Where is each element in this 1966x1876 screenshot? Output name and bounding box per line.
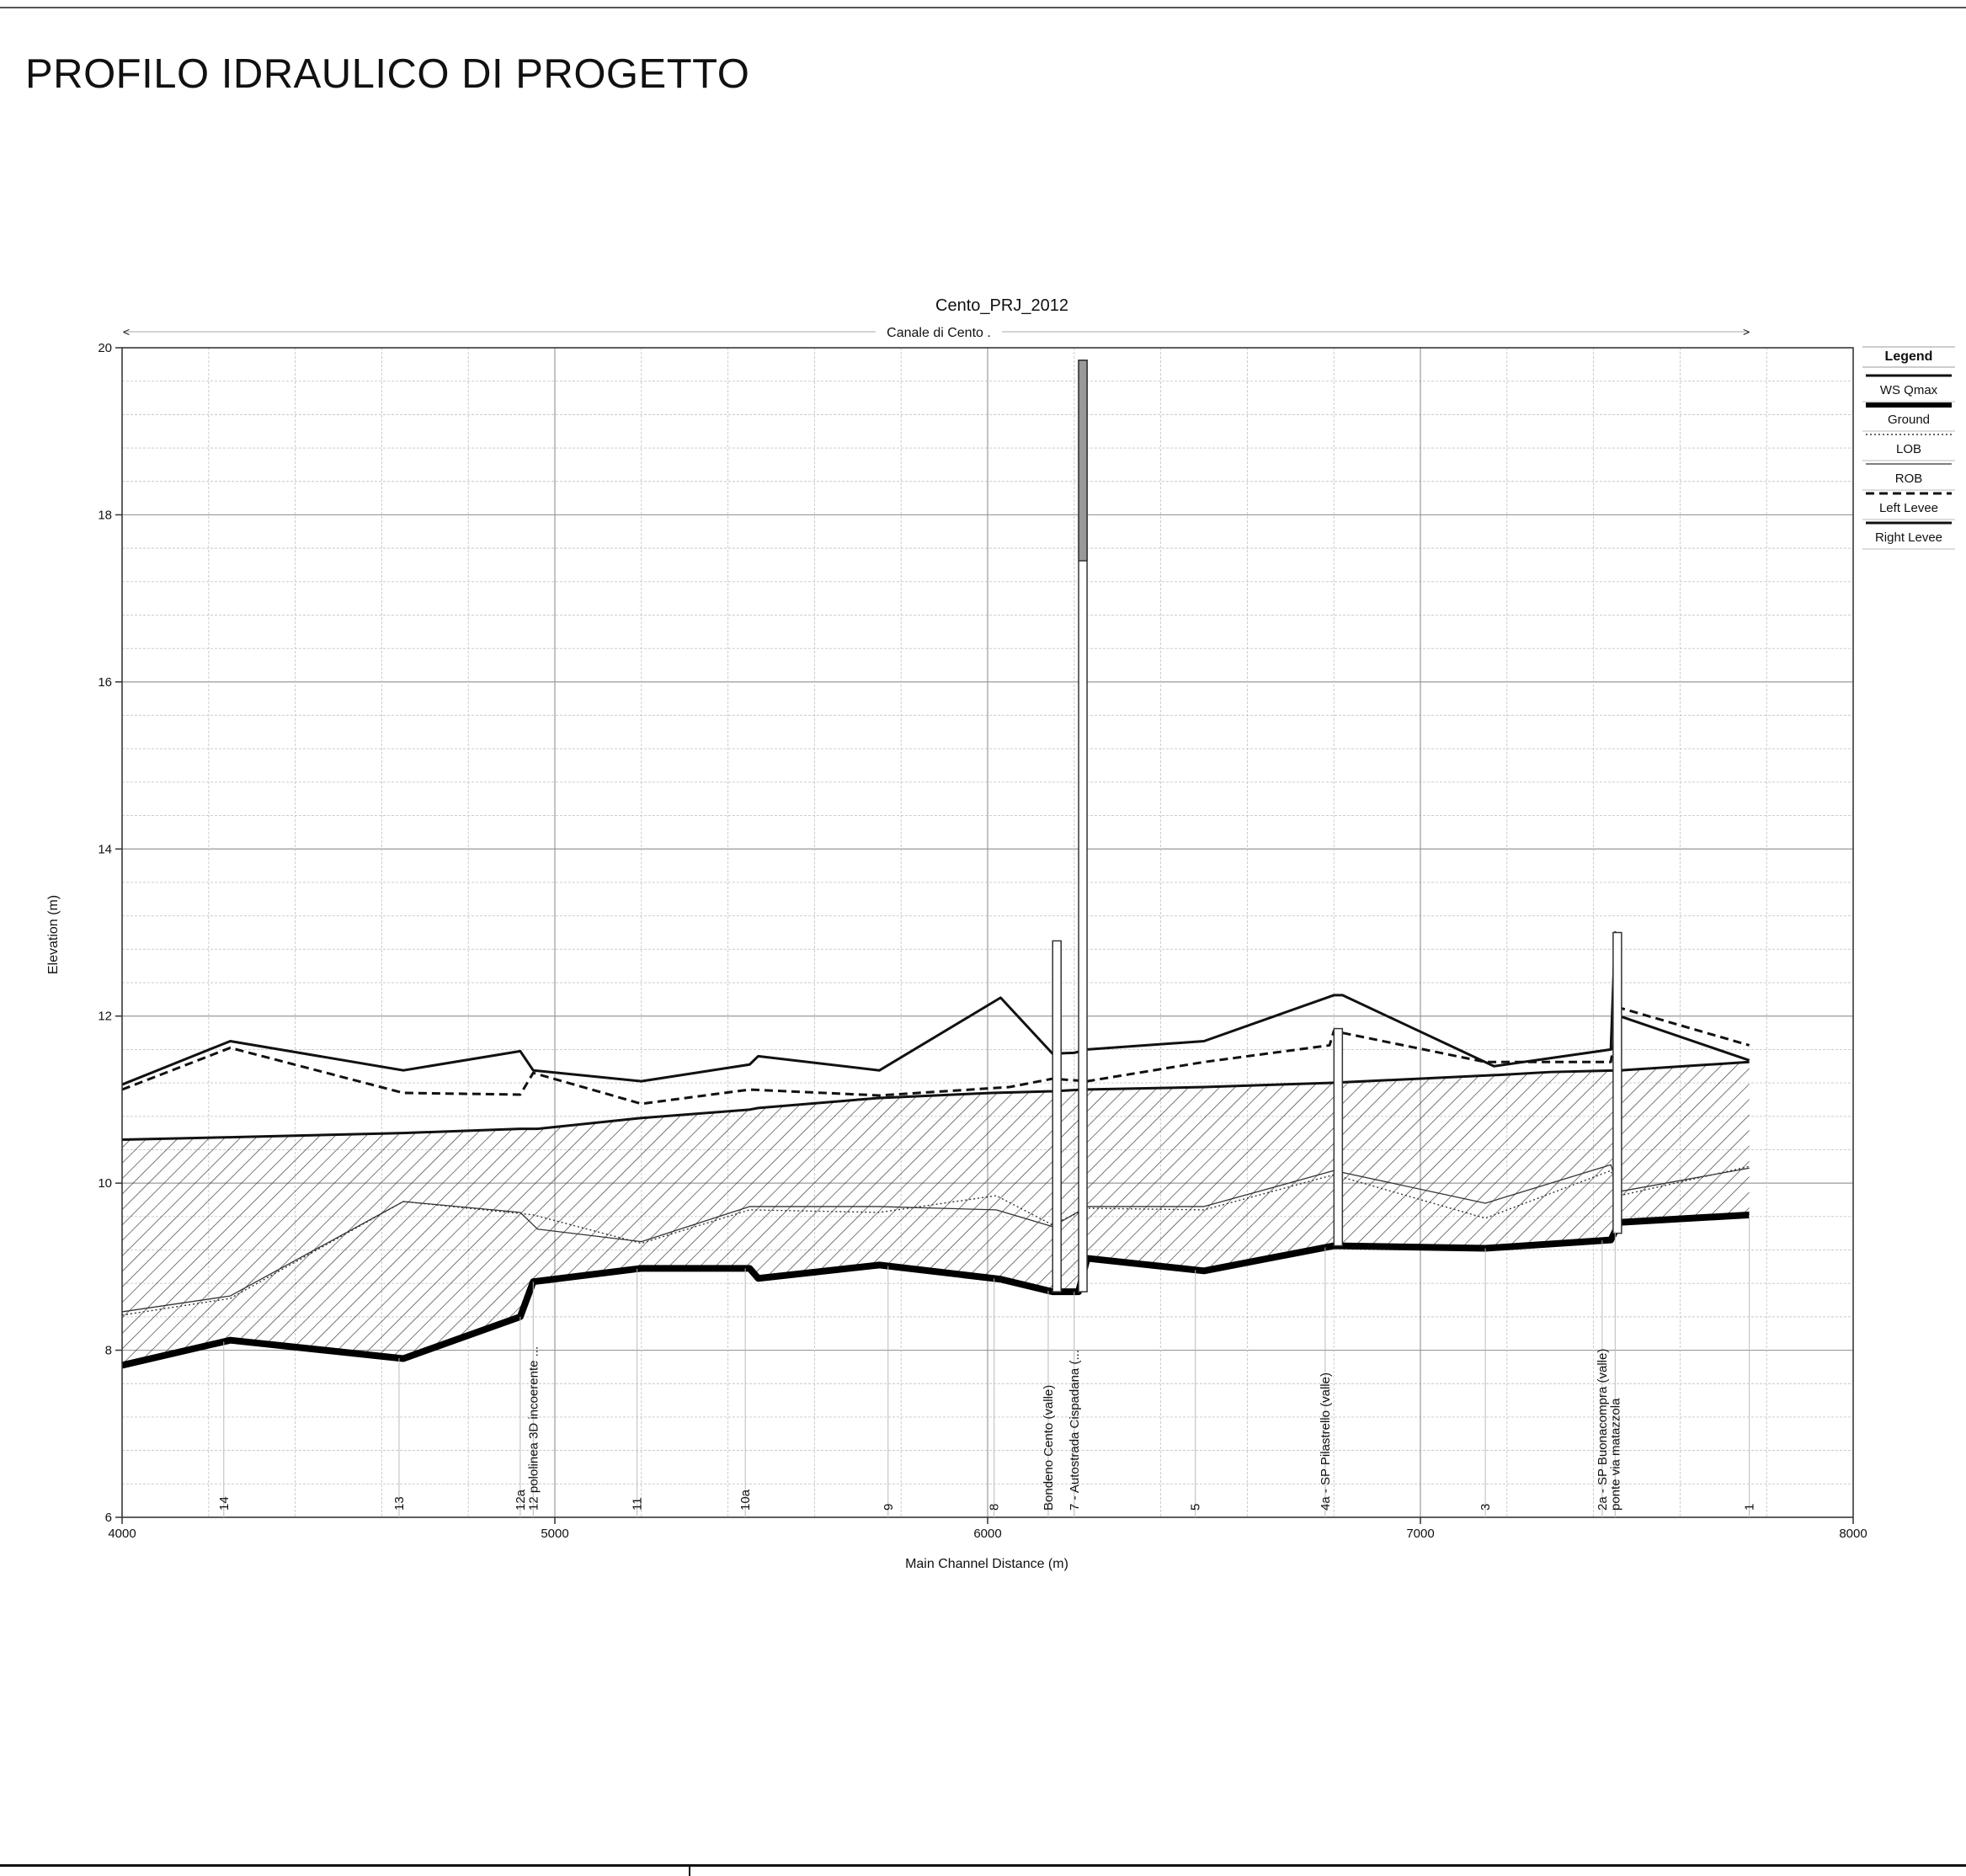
x-axis-title: Main Channel Distance (m) xyxy=(905,1557,1068,1571)
section-label: 1 xyxy=(1743,1504,1757,1511)
structure-pier xyxy=(1333,1027,1344,1247)
section-label: 13 xyxy=(392,1496,407,1511)
series-line-0 xyxy=(121,1060,1750,1142)
section-label: 5 xyxy=(1189,1504,1203,1511)
structure-3 xyxy=(1612,931,1622,1234)
page-title: PROFILO IDRAULICO DI PROGETTO xyxy=(25,51,750,97)
x-tick-label: 4000 xyxy=(108,1527,136,1541)
section-label: 12 pololinea 3D incoerente ... xyxy=(526,1346,541,1511)
x-tick-label: 6000 xyxy=(973,1527,1001,1541)
y-axis-title: Elevation (m) xyxy=(46,895,61,974)
structure-0 xyxy=(1052,940,1062,1292)
x-tick-label: 5000 xyxy=(541,1527,568,1541)
bottom-divider-tick xyxy=(689,1864,690,1876)
y-tick-label: 8 xyxy=(105,1344,112,1358)
reach-bar: < > Canale di Cento . xyxy=(123,323,1750,340)
y-tick-label: 18 xyxy=(98,508,112,522)
structures-group xyxy=(1052,360,1622,1292)
section-label: ponte via matazzola xyxy=(1608,1398,1622,1511)
structure-deck xyxy=(1078,360,1088,562)
section-label: 7 - Autostrada Cispadana (... xyxy=(1068,1350,1082,1511)
y-tick-label: 16 xyxy=(98,675,112,690)
section-label: 10a xyxy=(738,1489,753,1511)
x-tick-label: 8000 xyxy=(1839,1527,1867,1541)
channel-hatch-area xyxy=(122,1062,1750,1366)
section-label: 2a - SP Buonacompra (valle) xyxy=(1596,1349,1610,1511)
x-tick-label: 7000 xyxy=(1406,1527,1434,1541)
bottom-border-line xyxy=(0,1864,1966,1867)
section-label: 14 xyxy=(217,1496,232,1511)
series-line-3 xyxy=(121,1164,1750,1313)
section-label: 11 xyxy=(631,1497,645,1511)
structure-pier xyxy=(1612,931,1622,1234)
reach-label-bg xyxy=(876,323,1002,340)
legend-label-2: LOB xyxy=(1896,442,1921,456)
section-label: Bondeno Cento (valle) xyxy=(1042,1385,1056,1511)
section-label: 3 xyxy=(1478,1504,1493,1511)
y-tick-label: 10 xyxy=(98,1176,112,1191)
legend-title: Legend xyxy=(1885,349,1933,364)
section-label: 4a - SP Pilastrello (valle) xyxy=(1319,1372,1333,1511)
structure-2 xyxy=(1333,1027,1344,1247)
series-line-2 xyxy=(121,1165,1750,1316)
legend-label-0: WS Qmax xyxy=(1880,383,1938,397)
section-label: 12a xyxy=(514,1489,528,1511)
section-label: 9 xyxy=(882,1504,896,1511)
y-tick-label: 14 xyxy=(98,842,112,856)
reach-label: Canale di Cento . xyxy=(887,326,991,340)
y-tick-label: 6 xyxy=(105,1511,112,1525)
hatch-fill xyxy=(122,1062,1750,1366)
structure-1 xyxy=(1078,360,1088,1292)
series-line-4 xyxy=(121,1006,1750,1106)
section-label: 8 xyxy=(988,1504,1002,1511)
reach-left-arrow: < xyxy=(123,325,130,338)
legend-label-5: Right Levee xyxy=(1875,530,1942,545)
y-tick-label: 12 xyxy=(98,1010,112,1024)
chart-title: Cento_PRJ_2012 xyxy=(935,296,1068,315)
structure-pier xyxy=(1052,940,1062,1292)
reach-right-arrow: > xyxy=(1743,325,1750,338)
legend-label-4: Left Levee xyxy=(1879,501,1938,515)
legend: Legend WS Qmax Ground LOB ROB Left Levee Right… xyxy=(1862,346,1955,550)
y-tick-label: 20 xyxy=(98,341,112,355)
legend-label-3: ROB xyxy=(1895,472,1923,486)
top-border-line xyxy=(0,7,1966,8)
legend-label-1: Ground xyxy=(1888,413,1930,427)
